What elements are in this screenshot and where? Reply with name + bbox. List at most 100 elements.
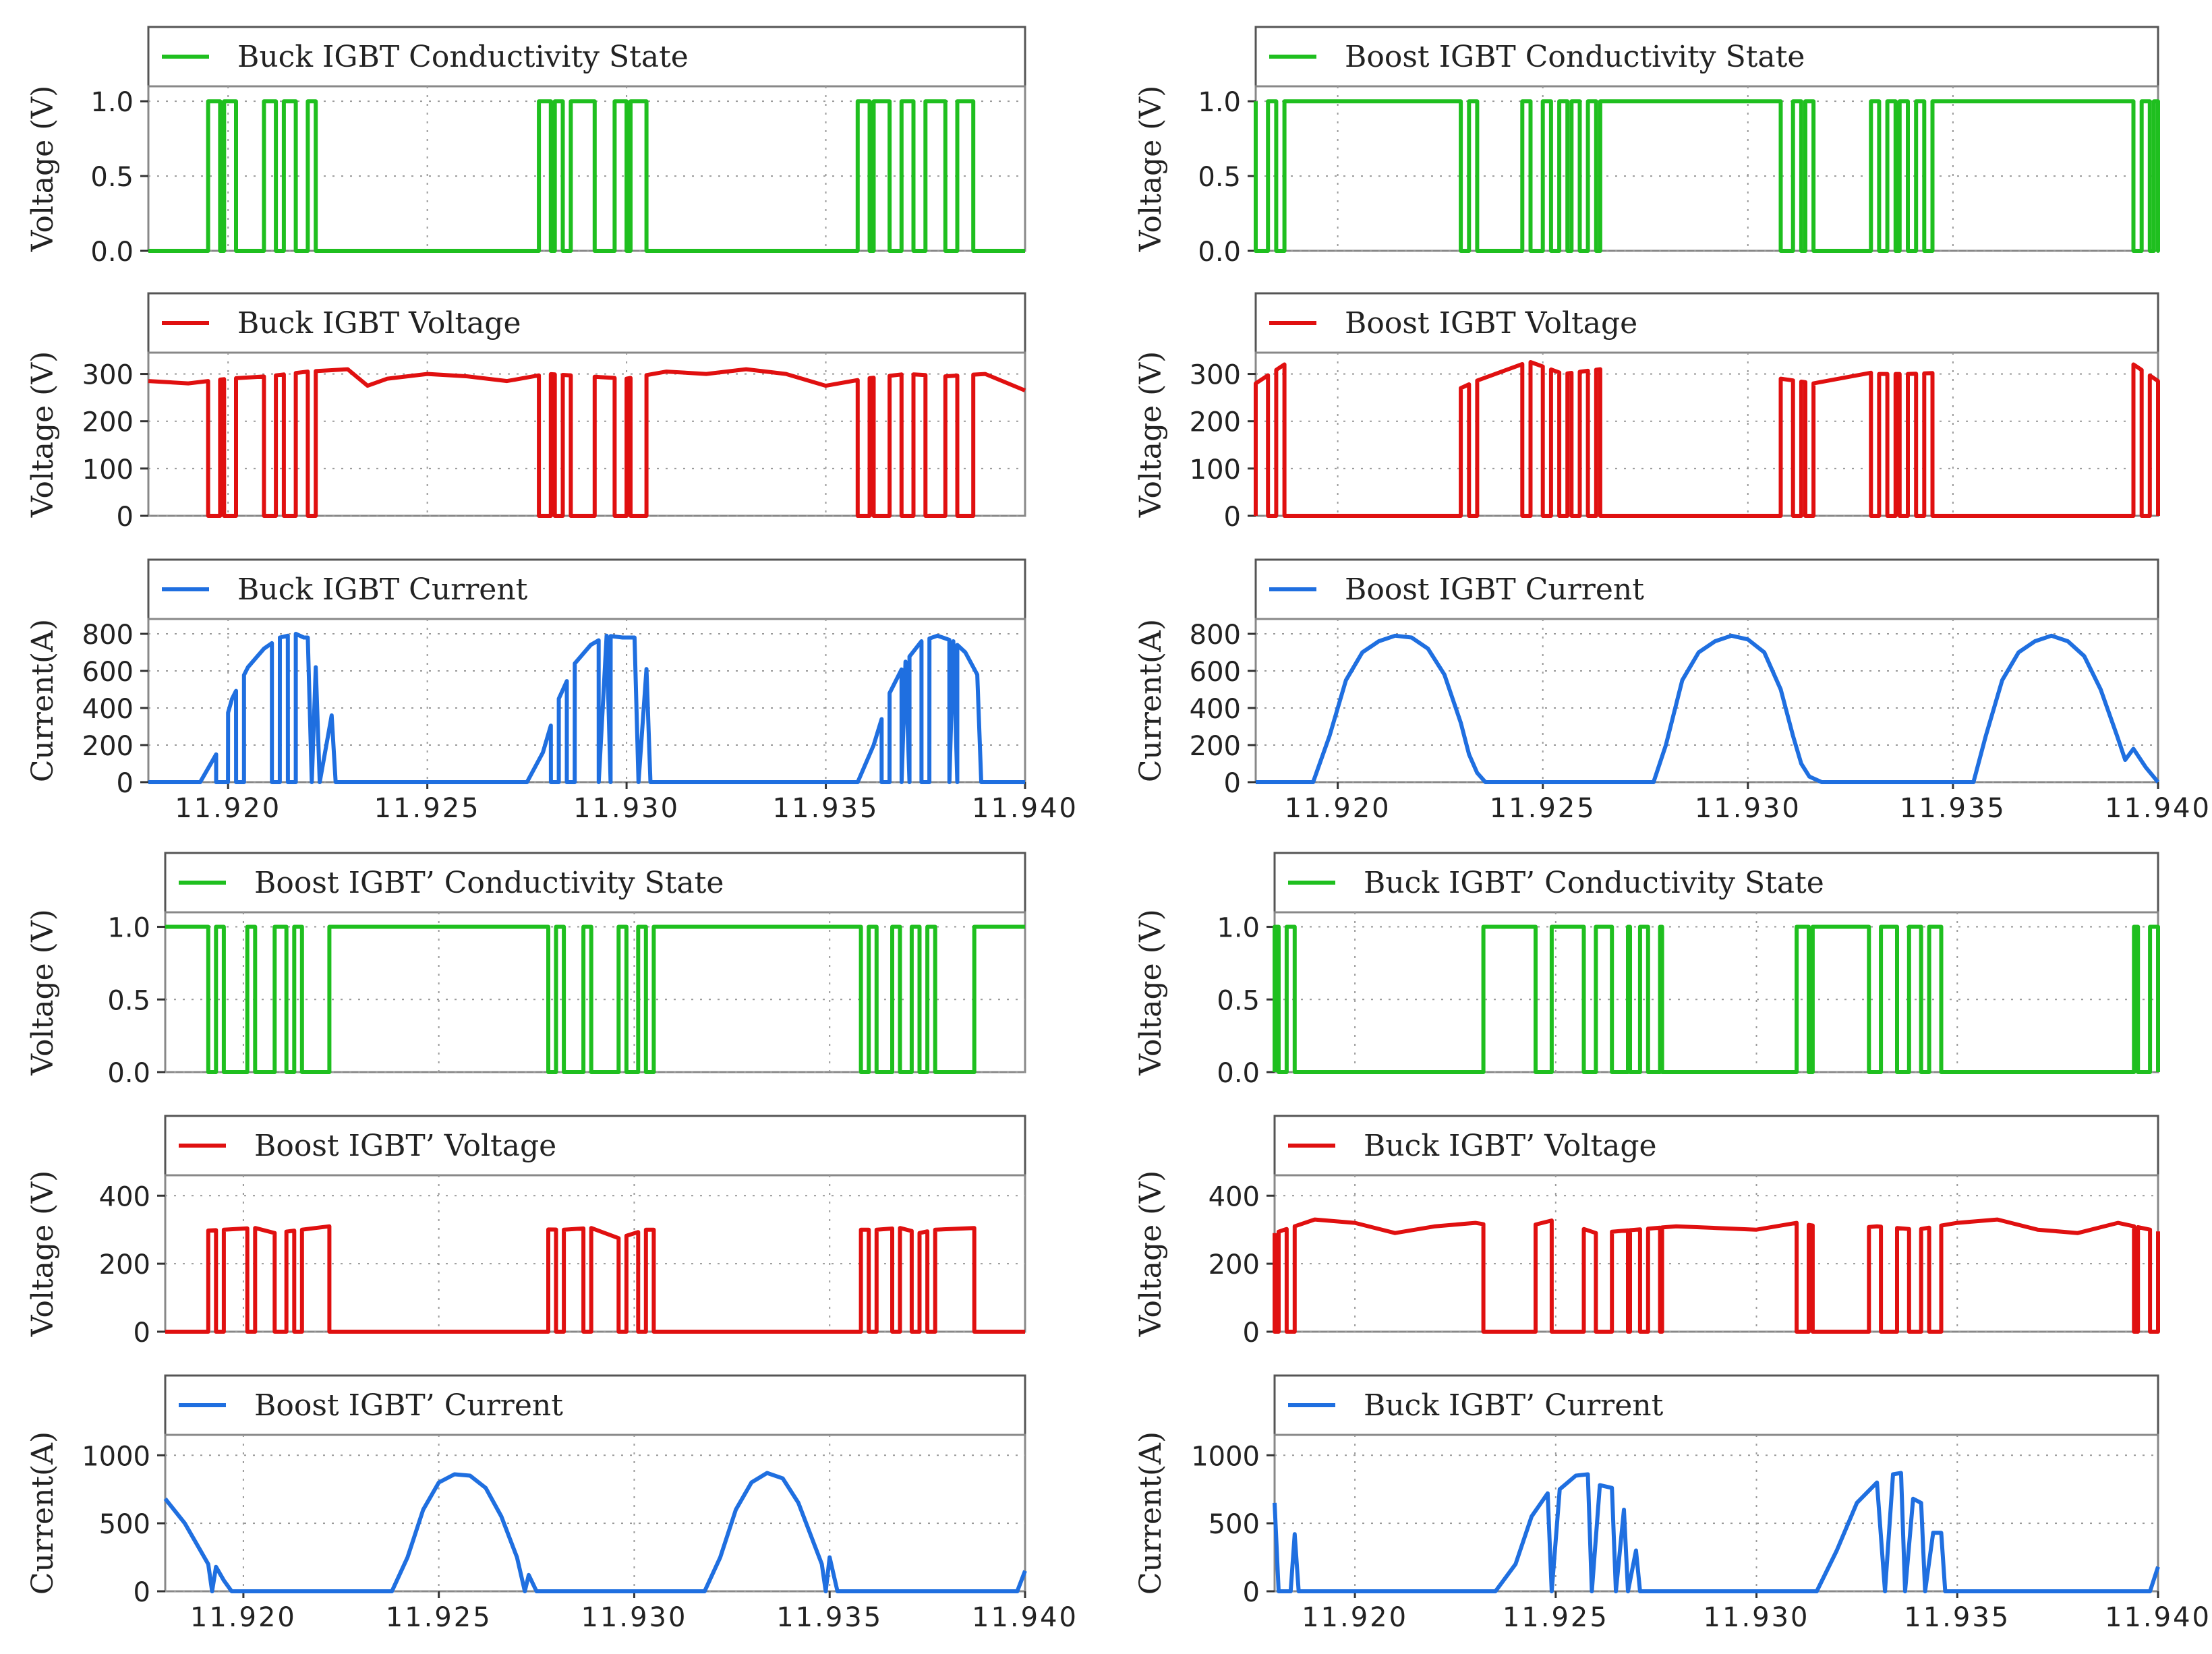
chart-panel: Buck IGBT’ Voltage 0 200 400 Voltage (V) xyxy=(1134,1115,2160,1349)
y-tick-label: 200 xyxy=(1190,407,1241,438)
y-tick-label: 300 xyxy=(1190,360,1241,391)
plot-area xyxy=(1254,85,2159,252)
chart-panel: Boost IGBT’ Current 0 500 1000 Current(A) 11.… xyxy=(26,1374,1078,1633)
x-tick-label: 11.925 xyxy=(1503,1602,1609,1633)
chart-title: Boost IGBT Current xyxy=(1345,572,1644,607)
y-tick-label: 100 xyxy=(1190,454,1241,485)
y-tick-label: 1.0 xyxy=(1217,913,1260,944)
x-tick-label: 11.940 xyxy=(972,793,1078,824)
series-line xyxy=(163,1471,1027,1593)
series-line xyxy=(165,1224,1025,1334)
y-tick-label: 0.0 xyxy=(1198,237,1241,268)
series-line xyxy=(1273,1471,2160,1593)
x-tick-label: 11.920 xyxy=(1285,793,1391,824)
x-tick-label: 11.925 xyxy=(386,1602,492,1633)
plot-area xyxy=(164,1434,1026,1593)
y-axis-label: Voltage (V) xyxy=(26,1171,60,1338)
y-axis-label: Voltage (V) xyxy=(1134,909,1168,1076)
x-tick-label: 11.925 xyxy=(1490,793,1596,824)
chart-title: Buck IGBT Current xyxy=(237,572,528,607)
y-tick-label: 400 xyxy=(1209,1181,1260,1212)
chart-title: Buck IGBT’ Voltage xyxy=(1364,1129,1657,1163)
x-tick-label: 11.940 xyxy=(2105,793,2211,824)
plot-area xyxy=(164,1174,1026,1333)
y-axis-label: Voltage (V) xyxy=(26,909,60,1076)
plot-area xyxy=(164,911,1026,1073)
y-axis-label: Voltage (V) xyxy=(1134,86,1168,253)
y-tick-label: 1000 xyxy=(82,1441,150,1472)
plot-area xyxy=(1254,351,2159,517)
x-tick-label: 11.930 xyxy=(581,1602,687,1633)
y-tick-label: 0.0 xyxy=(90,237,134,268)
y-axis-label: Current(A) xyxy=(1134,619,1168,782)
x-tick-label: 11.920 xyxy=(1302,1602,1408,1633)
y-tick-label: 1000 xyxy=(1191,1441,1260,1472)
legend-box xyxy=(1273,852,2159,914)
y-tick-label: 500 xyxy=(99,1509,150,1540)
legend-box xyxy=(147,26,1026,88)
x-tick-label: 11.935 xyxy=(776,1602,883,1633)
chart-panel: Boost IGBT Current 0 200 400 600 800 Current(A… xyxy=(1134,558,2211,824)
y-tick-label: 0.5 xyxy=(1217,985,1260,1016)
y-tick-label: 200 xyxy=(99,1249,150,1280)
chart-panel: Boost IGBT’ Conductivity State 0.0 0.5 1.0 V… xyxy=(26,852,1026,1089)
chart-title: Boost IGBT Voltage xyxy=(1345,306,1637,341)
x-tick-label: 11.930 xyxy=(573,793,680,824)
chart-title: Buck IGBT Conductivity State xyxy=(237,40,689,74)
y-axis-label: Voltage (V) xyxy=(1134,351,1168,519)
chart-panel: Buck IGBT Current 0 200 400 600 800 Current(A)… xyxy=(26,558,1078,824)
y-axis-label: Voltage (V) xyxy=(1134,1171,1168,1338)
x-tick-label: 11.920 xyxy=(175,793,281,824)
series-line xyxy=(1273,1217,2160,1334)
y-tick-label: 200 xyxy=(82,731,134,762)
y-tick-label: 0 xyxy=(117,768,134,799)
legend-box xyxy=(1254,292,2159,354)
series-line xyxy=(1254,360,2160,518)
legend-box xyxy=(1273,1374,2159,1436)
legend-box xyxy=(164,852,1026,914)
y-tick-label: 0.0 xyxy=(1217,1058,1260,1089)
y-axis-label: Voltage (V) xyxy=(26,351,60,519)
series-line xyxy=(1254,99,2160,253)
y-axis-label: Voltage (V) xyxy=(26,86,60,253)
y-tick-label: 1.0 xyxy=(1198,87,1241,118)
series-line xyxy=(148,367,1026,518)
y-tick-label: 0.5 xyxy=(107,985,150,1016)
plot-area xyxy=(147,85,1026,252)
y-tick-label: 1.0 xyxy=(107,913,150,944)
chart-title: Buck IGBT’ Current xyxy=(1364,1388,1664,1423)
y-tick-label: 0 xyxy=(1224,502,1241,533)
y-tick-label: 1.0 xyxy=(90,87,134,118)
legend-box xyxy=(164,1374,1026,1436)
y-tick-label: 800 xyxy=(1190,620,1241,651)
chart-panel: Boost IGBT’ Voltage 0 200 400 Voltage (V) xyxy=(26,1115,1026,1349)
series-line xyxy=(148,99,1025,253)
y-tick-label: 0 xyxy=(1243,1318,1260,1349)
legend-box xyxy=(147,292,1026,354)
chart-title: Boost IGBT’ Current xyxy=(254,1388,563,1423)
y-tick-label: 0 xyxy=(134,1318,150,1349)
chart-title: Buck IGBT Voltage xyxy=(237,306,521,341)
x-tick-label: 11.940 xyxy=(2105,1602,2211,1633)
chart-panel: Buck IGBT’ Current 0 500 1000 Current(A) 11.9… xyxy=(1134,1374,2211,1633)
y-tick-label: 800 xyxy=(82,620,134,651)
y-tick-label: 400 xyxy=(1190,694,1241,725)
y-tick-label: 400 xyxy=(82,694,134,725)
y-tick-label: 600 xyxy=(82,657,134,688)
series-line xyxy=(1256,633,2160,784)
x-tick-label: 11.935 xyxy=(773,793,879,824)
series-line xyxy=(1273,924,2160,1074)
y-tick-label: 200 xyxy=(1209,1249,1260,1280)
y-tick-label: 200 xyxy=(1190,731,1241,762)
x-tick-label: 11.930 xyxy=(1695,793,1801,824)
chart-panel: Buck IGBT’ Conductivity State 0.0 0.5 1.0 Vo… xyxy=(1134,852,2160,1089)
y-tick-label: 500 xyxy=(1209,1509,1260,1540)
series-line xyxy=(148,632,1025,784)
chart-title: Boost IGBT’ Conductivity State xyxy=(254,866,724,900)
x-tick-label: 11.935 xyxy=(1904,1602,2010,1633)
legend-box xyxy=(1254,558,2159,620)
x-tick-label: 11.940 xyxy=(972,1602,1078,1633)
y-tick-label: 0 xyxy=(134,1577,150,1608)
chart-panel: Boost IGBT Voltage 0 100 200 300 Voltage (V) xyxy=(1134,292,2160,533)
